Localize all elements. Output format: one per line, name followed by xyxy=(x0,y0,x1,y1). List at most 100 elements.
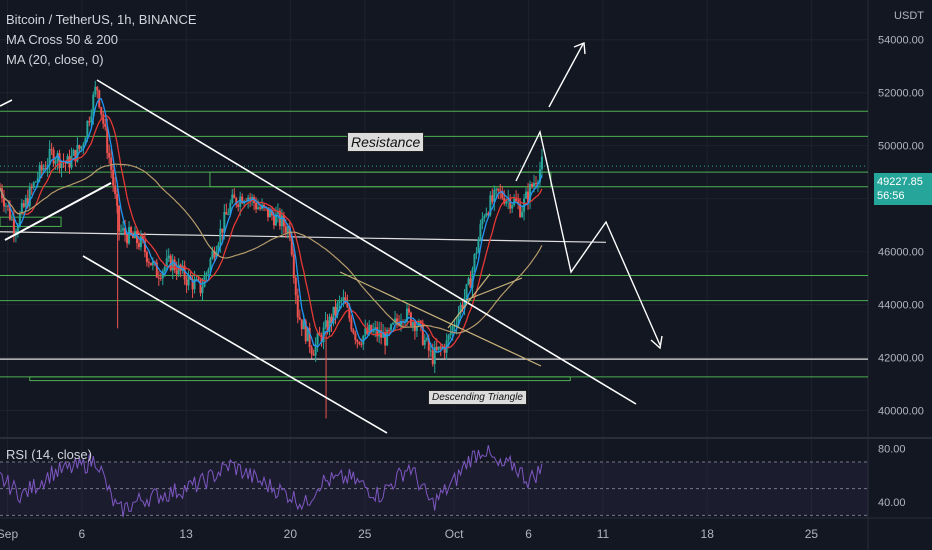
candle-body xyxy=(78,145,81,149)
rsi-tick-label: 80.00 xyxy=(878,444,906,456)
candle-body xyxy=(294,277,297,296)
rsi-indicator-label[interactable]: RSI (14, close) xyxy=(6,447,92,462)
candle-body xyxy=(268,210,271,218)
candle-body xyxy=(392,322,395,325)
candle-body xyxy=(475,252,478,255)
candle-body xyxy=(396,318,399,322)
currency-label[interactable]: USDT xyxy=(894,10,924,22)
candle-body xyxy=(358,341,361,344)
candle-body xyxy=(328,316,331,332)
candle-body xyxy=(467,278,470,285)
candle-body xyxy=(161,271,164,279)
candle-body xyxy=(88,121,91,123)
candle-body xyxy=(523,198,526,212)
candle-body xyxy=(219,228,222,245)
candle-body xyxy=(167,255,170,259)
price-tick-label: 54000.00 xyxy=(878,35,924,47)
candle-body xyxy=(223,211,226,233)
candle-body xyxy=(84,138,87,145)
symbol-title[interactable]: Bitcoin / TetherUS, 1h, BINANCE xyxy=(6,12,197,27)
candle-body xyxy=(82,144,85,147)
candle-body xyxy=(350,318,353,330)
candle-body xyxy=(217,244,220,252)
candle-body xyxy=(485,213,488,217)
candle-body xyxy=(207,269,210,273)
candle-body xyxy=(461,304,464,309)
candle-body xyxy=(137,243,140,248)
candle-body xyxy=(525,191,528,199)
candle-body xyxy=(30,187,33,189)
candle-body xyxy=(20,203,23,214)
candle-body xyxy=(193,279,196,290)
candle-body xyxy=(314,343,317,356)
candle-body xyxy=(376,327,379,337)
candle-body xyxy=(128,227,131,244)
candle-body xyxy=(185,279,188,286)
candle-body xyxy=(300,319,303,330)
time-tick-label: Sep xyxy=(0,527,18,541)
candle-body xyxy=(286,226,289,233)
candle-body xyxy=(449,332,452,336)
candle-body xyxy=(227,214,230,216)
candle-body xyxy=(465,284,468,298)
candle-body xyxy=(106,126,109,153)
candle-body xyxy=(372,329,375,332)
candle-body xyxy=(540,156,543,170)
descending-triangle-label[interactable]: Descending Triangle xyxy=(428,390,527,405)
candle-body xyxy=(112,170,115,186)
candle-body xyxy=(28,187,31,207)
candle-body xyxy=(257,207,260,209)
candle-body xyxy=(163,266,166,272)
candle-body xyxy=(201,287,204,294)
candle-body xyxy=(284,226,287,233)
candle-body xyxy=(155,262,158,278)
candle-body xyxy=(22,203,25,207)
candle-body xyxy=(298,317,301,320)
candle-body xyxy=(322,327,325,343)
candle-body xyxy=(443,346,446,353)
candle-body xyxy=(477,239,480,253)
candle-body xyxy=(221,228,224,233)
resistance-label[interactable]: Resistance xyxy=(347,132,425,152)
ma-cross-indicator-label[interactable]: MA Cross 50 & 200 xyxy=(6,32,118,47)
candle-body xyxy=(463,297,466,309)
candle-body xyxy=(487,213,490,216)
candle-body xyxy=(527,191,530,202)
candle-body xyxy=(324,320,327,328)
channel-upper-line xyxy=(96,79,637,405)
candle-body xyxy=(213,251,216,258)
candle-body xyxy=(191,279,194,290)
candle-body xyxy=(517,201,520,204)
candle-body xyxy=(276,210,279,214)
candle-body xyxy=(533,183,536,187)
candle-body xyxy=(233,194,236,199)
horizontal-levels xyxy=(0,110,868,382)
candle-body xyxy=(96,86,99,91)
candle-body xyxy=(231,194,234,203)
candle-body xyxy=(34,181,37,183)
candle-body xyxy=(417,320,420,326)
candle-body xyxy=(521,211,524,217)
candle-body xyxy=(354,333,357,340)
candle-body xyxy=(241,196,244,204)
ma-tan-line xyxy=(0,163,543,334)
candle-body xyxy=(259,207,262,209)
candle-body xyxy=(209,258,212,270)
candle-body xyxy=(42,168,45,171)
candle-body xyxy=(538,169,541,183)
ma-indicator-label[interactable]: MA (20, close, 0) xyxy=(6,52,104,67)
candle-body xyxy=(237,204,240,207)
candle-body xyxy=(399,321,402,326)
candle-body xyxy=(534,183,537,185)
candle-body xyxy=(157,277,160,279)
candle-body xyxy=(310,347,313,355)
candle-body xyxy=(199,279,202,294)
candle-body xyxy=(187,275,190,286)
candle-body xyxy=(447,335,450,341)
candle-body xyxy=(292,254,295,278)
candle-body xyxy=(384,333,387,346)
candle-body xyxy=(505,200,508,204)
candle-body xyxy=(290,237,293,255)
